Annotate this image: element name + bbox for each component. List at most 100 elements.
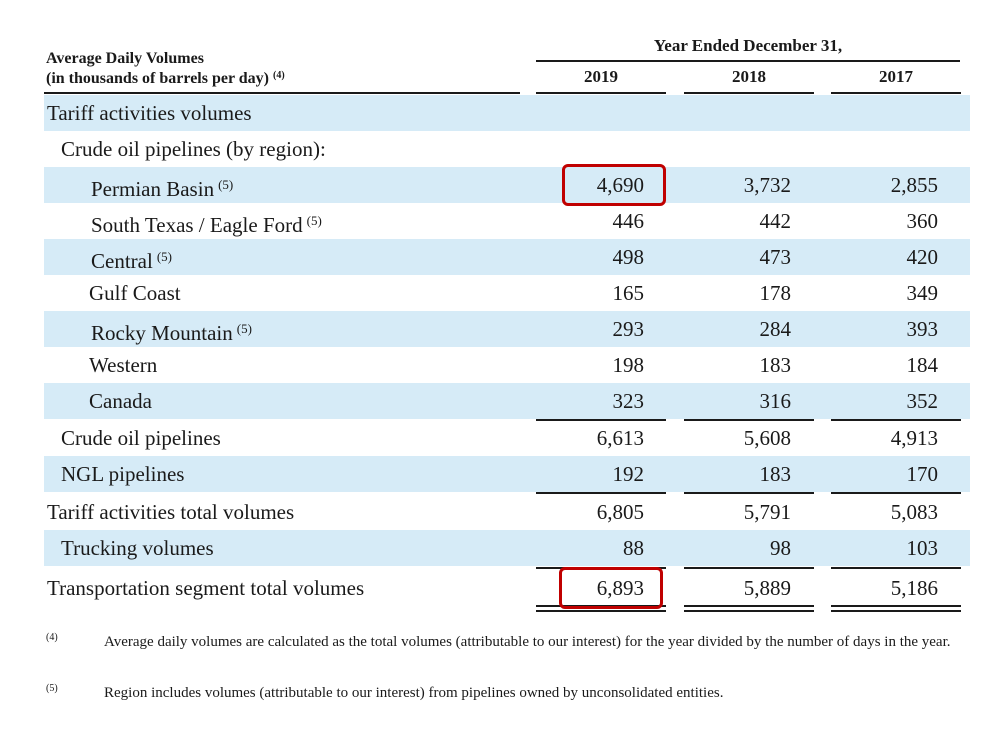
- footnote-mark: (5): [46, 683, 58, 694]
- column-title-line1: Average Daily Volumes: [46, 50, 204, 67]
- subtotal-rule-2018: [684, 492, 814, 494]
- highlight-box-permian-2019: [562, 164, 666, 206]
- row-note: (5): [156, 249, 172, 264]
- value-2017: 103: [906, 536, 939, 560]
- row-label-wrap: Permian Basin (5): [91, 167, 233, 203]
- subtotal-rule-2019: [536, 419, 666, 421]
- row-label: Rocky Mountain: [91, 321, 233, 345]
- year-rule-2018: [684, 92, 814, 94]
- table-row: NGL pipelines 192 183 170: [44, 456, 970, 492]
- value-2017: 2,855: [890, 173, 938, 197]
- footnote-text: Average daily volumes are calculated as …: [104, 634, 951, 650]
- value-2018: 5,791: [743, 500, 791, 524]
- table-row: Tariff activities volumes: [44, 95, 970, 131]
- subtotal-rule-2019: [536, 492, 666, 494]
- subtotal-rule-2017: [831, 492, 961, 494]
- row-label: Permian Basin: [91, 177, 215, 201]
- subtotal-rule-2018: [684, 419, 814, 421]
- subtotal-rule-2018: [684, 567, 814, 569]
- value-2017: 360: [906, 209, 939, 233]
- value-2019: 6,893: [596, 576, 644, 600]
- column-title-units: (in thousands of barrels per day): [46, 70, 269, 87]
- value-2018: 178: [759, 281, 792, 305]
- header-rule-left: [44, 92, 520, 94]
- value-2017: 184: [906, 353, 939, 377]
- subtotal-rule-2017: [831, 419, 961, 421]
- value-2019: 6,613: [596, 426, 644, 450]
- row-label: Crude oil pipelines: [61, 426, 221, 450]
- column-title-line2: (in thousands of barrels per day) (4): [46, 67, 520, 87]
- row-label: Gulf Coast: [89, 281, 181, 305]
- value-2019: 165: [612, 281, 645, 305]
- value-2019: 498: [612, 245, 645, 269]
- value-2018: 98: [770, 536, 791, 560]
- value-2018: 3,732: [743, 173, 791, 197]
- row-label: Trucking volumes: [61, 536, 214, 560]
- value-2017: 5,186: [890, 576, 938, 600]
- value-2018: 183: [759, 462, 792, 486]
- table-row: Gulf Coast 165 178 349: [44, 275, 970, 311]
- value-2018: 5,889: [743, 576, 791, 600]
- table-row: Trucking volumes 88 98 103: [44, 530, 970, 566]
- footnote-mark: (4): [46, 632, 58, 643]
- value-2017: 349: [906, 281, 939, 305]
- value-2017: 393: [906, 317, 939, 341]
- subtotal-rule-2017: [831, 567, 961, 569]
- row-note: (5): [218, 177, 234, 192]
- table-row: Rocky Mountain (5) 293 284 393: [44, 311, 970, 347]
- value-2017: 4,913: [890, 426, 938, 450]
- table-row: Tariff activities total volumes 6,805 5,…: [44, 494, 970, 530]
- table-row: Crude oil pipelines (by region):: [44, 131, 970, 167]
- row-label: Central: [91, 249, 153, 273]
- row-label-wrap: Central (5): [91, 239, 172, 275]
- highlight-box-total-2019: [559, 567, 663, 609]
- year-2019-header: 2019: [584, 67, 618, 86]
- row-label: Crude oil pipelines (by region):: [61, 137, 326, 161]
- year-group-rule: [536, 60, 960, 62]
- table-row: Central (5) 498 473 420: [44, 239, 970, 275]
- row-note: (5): [236, 321, 252, 336]
- row-label: Tariff activities total volumes: [47, 500, 295, 524]
- row-label-wrap: Rocky Mountain (5): [91, 311, 252, 347]
- year-2018-header: 2018: [732, 67, 766, 86]
- total-double-rule-2018: [684, 605, 814, 607]
- value-2019: 4,690: [596, 173, 644, 197]
- value-2017: 420: [906, 245, 939, 269]
- table-row: Western 198 183 184: [44, 347, 970, 383]
- row-label-wrap: South Texas / Eagle Ford (5): [91, 203, 322, 239]
- value-2019: 198: [612, 353, 645, 377]
- table-row: Crude oil pipelines 6,613 5,608 4,913: [44, 420, 970, 456]
- total-double-rule-2017: [831, 605, 961, 607]
- value-2019: 323: [612, 389, 645, 413]
- column-title-note: (4): [273, 70, 285, 81]
- value-2019: 192: [612, 462, 645, 486]
- column-title: Average Daily Volumes (in thousands of b…: [46, 50, 520, 87]
- value-2018: 442: [759, 209, 792, 233]
- table-row: South Texas / Eagle Ford (5) 446 442 360: [44, 203, 970, 239]
- value-2019: 88: [623, 536, 644, 560]
- table-row: Canada 323 316 352: [44, 383, 970, 419]
- value-2017: 352: [906, 389, 939, 413]
- row-note: (5): [306, 213, 322, 228]
- footnote-text: Region includes volumes (attributable to…: [104, 685, 724, 701]
- value-2018: 316: [759, 389, 792, 413]
- row-label: Western: [89, 353, 158, 377]
- value-2018: 473: [759, 245, 792, 269]
- year-2017-header: 2017: [879, 67, 913, 86]
- value-2017: 5,083: [890, 500, 938, 524]
- year-rule-2019: [536, 92, 666, 94]
- row-label: NGL pipelines: [61, 462, 185, 486]
- value-2018: 183: [759, 353, 792, 377]
- value-2017: 170: [906, 462, 939, 486]
- row-label: Canada: [89, 389, 152, 413]
- value-2018: 284: [759, 317, 792, 341]
- table-row: Transportation segment total volumes 6,8…: [44, 570, 970, 606]
- row-label: Tariff activities volumes: [47, 101, 252, 125]
- value-2019: 446: [612, 209, 645, 233]
- row-label: Transportation segment total volumes: [47, 576, 365, 600]
- value-2019: 293: [612, 317, 645, 341]
- year-group-title: Year Ended December 31,: [653, 36, 843, 55]
- year-rule-2017: [831, 92, 961, 94]
- total-double-rule-2019: [536, 610, 666, 612]
- total-double-rule-2018: [684, 610, 814, 612]
